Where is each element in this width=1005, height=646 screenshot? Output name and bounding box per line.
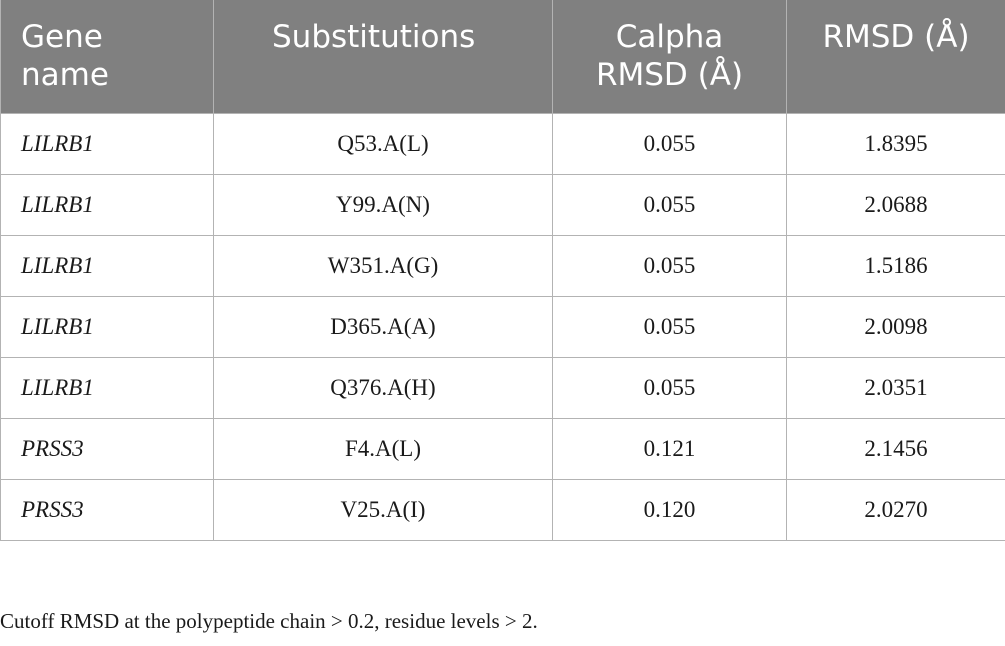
cell-gene: PRSS3 — [0, 478, 214, 541]
cell-calpha-rmsd: 0.055 — [552, 234, 787, 297]
cell-calpha-rmsd: 0.055 — [552, 112, 787, 175]
header-gene-line2: name — [21, 57, 109, 93]
cell-gene: LILRB1 — [0, 356, 214, 419]
cell-rmsd: 1.8395 — [786, 112, 1005, 175]
cell-calpha-rmsd: 0.055 — [552, 173, 787, 236]
table-row: LILRB1 D365.A(A) 0.055 2.0098 — [0, 295, 1005, 358]
table-row: PRSS3 V25.A(I) 0.120 2.0270 — [0, 478, 1005, 541]
cell-substitution: Y99.A(N) — [213, 173, 553, 236]
table-row: LILRB1 W351.A(G) 0.055 1.5186 — [0, 234, 1005, 297]
cell-calpha-rmsd: 0.055 — [552, 356, 787, 419]
header-substitutions-label: Substitutions — [272, 19, 476, 55]
cell-rmsd: 2.0351 — [786, 356, 1005, 419]
header-rmsd-label: RMSD (Å) — [822, 19, 970, 55]
cell-substitution: W351.A(G) — [213, 234, 553, 297]
table-body: LILRB1 Q53.A(L) 0.055 1.8395 LILRB1 Y99.… — [0, 112, 1005, 541]
cell-rmsd: 2.0688 — [786, 173, 1005, 236]
cell-calpha-rmsd: 0.120 — [552, 478, 787, 541]
cell-gene: PRSS3 — [0, 417, 214, 480]
cell-calpha-rmsd: 0.055 — [552, 295, 787, 358]
cell-gene: LILRB1 — [0, 173, 214, 236]
cell-gene: LILRB1 — [0, 295, 214, 358]
cell-substitution: V25.A(I) — [213, 478, 553, 541]
results-table-container: Gene name Substitutions Calpha RMSD (Å) … — [0, 0, 1005, 541]
cell-rmsd: 2.0270 — [786, 478, 1005, 541]
header-calpha-rmsd: Calpha RMSD (Å) — [552, 0, 787, 113]
header-gene-name: Gene name — [0, 0, 214, 113]
cell-rmsd: 2.0098 — [786, 295, 1005, 358]
table-row: LILRB1 Q53.A(L) 0.055 1.8395 — [0, 112, 1005, 175]
cell-substitution: D365.A(A) — [213, 295, 553, 358]
cell-substitution: Q53.A(L) — [213, 112, 553, 175]
header-substitutions: Substitutions — [213, 0, 553, 113]
header-calpha-line1: Calpha — [615, 19, 724, 55]
results-table: Gene name Substitutions Calpha RMSD (Å) … — [0, 0, 1005, 541]
cell-gene: LILRB1 — [0, 112, 214, 175]
header-row: Gene name Substitutions Calpha RMSD (Å) … — [0, 0, 1005, 113]
cell-substitution: F4.A(L) — [213, 417, 553, 480]
cell-substitution: Q376.A(H) — [213, 356, 553, 419]
cell-rmsd: 2.1456 — [786, 417, 1005, 480]
table-row: LILRB1 Y99.A(N) 0.055 2.0688 — [0, 173, 1005, 236]
table-row: PRSS3 F4.A(L) 0.121 2.1456 — [0, 417, 1005, 480]
header-gene-line1: Gene — [21, 19, 103, 55]
cell-calpha-rmsd: 0.121 — [552, 417, 787, 480]
table-header: Gene name Substitutions Calpha RMSD (Å) … — [0, 0, 1005, 113]
header-rmsd: RMSD (Å) — [786, 0, 1005, 113]
cell-rmsd: 1.5186 — [786, 234, 1005, 297]
header-calpha-line2: RMSD (Å) — [595, 57, 744, 93]
cell-gene: LILRB1 — [0, 234, 214, 297]
table-row: LILRB1 Q376.A(H) 0.055 2.0351 — [0, 356, 1005, 419]
table-footnote: Cutoff RMSD at the polypeptide chain > 0… — [0, 609, 538, 633]
